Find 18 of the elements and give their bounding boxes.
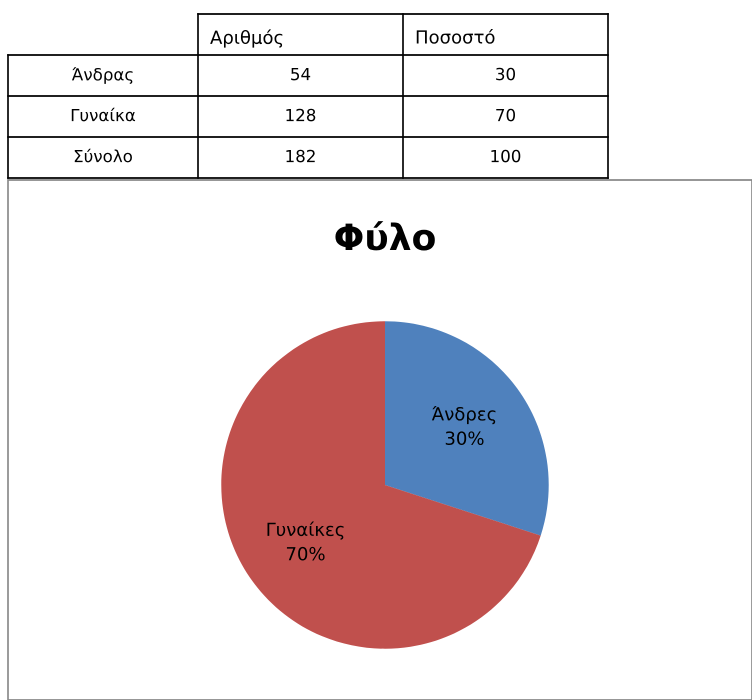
data-label: 128 — [286, 108, 316, 122]
slice-label: Άνδρες — [432, 406, 496, 424]
text: Αριθμός — [210, 29, 282, 48]
data-label: 30 — [496, 68, 515, 80]
chart-title: Φύλο — [335, 221, 435, 250]
data-label: 30% — [446, 431, 484, 446]
data-label: 100 — [491, 150, 520, 162]
category-label: Άνδρας — [72, 67, 133, 84]
category-label: Γυναίκα — [72, 108, 136, 122]
text: Ποσοστό — [416, 29, 494, 44]
data-label: 70% — [286, 546, 325, 561]
data-label: 70 — [496, 108, 515, 122]
category-label: Σύνολο — [74, 148, 132, 162]
pie-slice — [221, 321, 541, 649]
slice-label: Γυναίκες — [267, 521, 344, 540]
pie-slice — [385, 321, 549, 536]
data-label: 54 — [291, 68, 310, 80]
data-label: 182 — [286, 150, 315, 162]
